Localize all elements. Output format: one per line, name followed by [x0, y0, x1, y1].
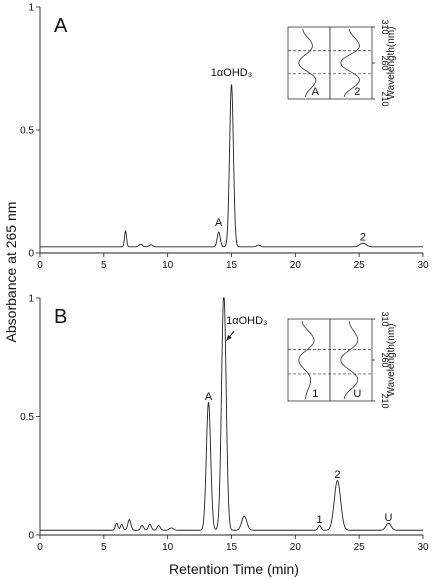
inset-spectrum-left-curve	[298, 28, 317, 98]
x-tick-label: 5	[101, 260, 107, 271]
inset-spectrum-left-curve	[298, 320, 315, 400]
peak-label: 1αOHD₃	[226, 315, 267, 327]
inset-spectrum-left-label: A	[312, 86, 320, 98]
panel-a: 0 5 10 15 20 25 30 0 0.5 1 A 1αOHD₃ 2 A A 2 310 260 210Wav…	[20, 3, 429, 272]
x-tick-label: 15	[226, 542, 238, 553]
y-tick-label: 0.5	[20, 412, 34, 423]
inset-spectrum-right-box	[329, 318, 373, 402]
inset-axis-title: Wavelength(nm)	[386, 27, 397, 100]
arrow-head	[226, 334, 232, 341]
chromatogram-trace	[40, 84, 423, 248]
x-tick-label: 20	[290, 260, 302, 271]
x-tick-label: 5	[101, 542, 107, 553]
inset-tick-label: 260	[380, 55, 390, 70]
panel-b: 0 5 10 15 20 25 30 0 0.5 1 A 1αOHD₃ 1 2 U B 1 U 310 260 210W…	[20, 294, 429, 554]
y-tick-label: 1	[28, 294, 34, 305]
inset-tick-label: 260	[380, 352, 390, 367]
inset-axis-title: Wavelength(nm)	[386, 324, 397, 397]
x-axis-title: Retention Time (min)	[169, 561, 299, 577]
peak-label: 2	[334, 469, 340, 481]
x-tick-label: 10	[162, 542, 174, 553]
inset-spectrum-left-box	[287, 26, 331, 100]
y-tick-label: 0	[28, 249, 34, 260]
x-tick-label: 20	[290, 542, 302, 553]
chromatogram-trace	[40, 297, 423, 531]
inset-tick-label: 310	[380, 311, 390, 326]
peak-label: 1αOHD₃	[211, 67, 252, 79]
x-tick-label: 25	[354, 260, 366, 271]
inset-tick-label: 210	[380, 393, 390, 408]
peak-label: A	[205, 391, 213, 403]
y-tick-label: 0.5	[20, 126, 34, 137]
y-axis-title: Absorbance at 265 nm	[3, 202, 19, 343]
x-tick-label: 30	[417, 542, 429, 553]
x-tick-label: 0	[37, 542, 43, 553]
y-tick-label: 0	[28, 531, 34, 542]
inset-tick-label: 310	[380, 19, 390, 34]
x-tick-label: 15	[226, 260, 238, 271]
inset-spectrum-right-curve	[340, 28, 360, 98]
panel-letter: A	[54, 15, 68, 37]
y-tick-label: 1	[28, 3, 34, 14]
x-tick-label: 0	[37, 260, 43, 271]
inset-spectrum-right-label: U	[353, 388, 361, 400]
x-tick-label: 25	[354, 542, 366, 553]
x-tick-label: 30	[417, 260, 429, 271]
inset-tick-label: 210	[380, 91, 390, 106]
peak-label: 1	[317, 514, 323, 526]
peak-label: 2	[360, 232, 366, 244]
inset-spectrum-left-label: 1	[312, 388, 318, 400]
x-tick-label: 10	[162, 260, 174, 271]
inset-spectrum-right-box	[329, 26, 373, 100]
peak-label: U	[385, 512, 393, 524]
inset-spectrum-right-curve	[340, 320, 359, 400]
panel-letter: B	[54, 306, 67, 328]
peak-label: A	[215, 217, 223, 229]
inset-spectrum-right-label: 2	[354, 86, 360, 98]
